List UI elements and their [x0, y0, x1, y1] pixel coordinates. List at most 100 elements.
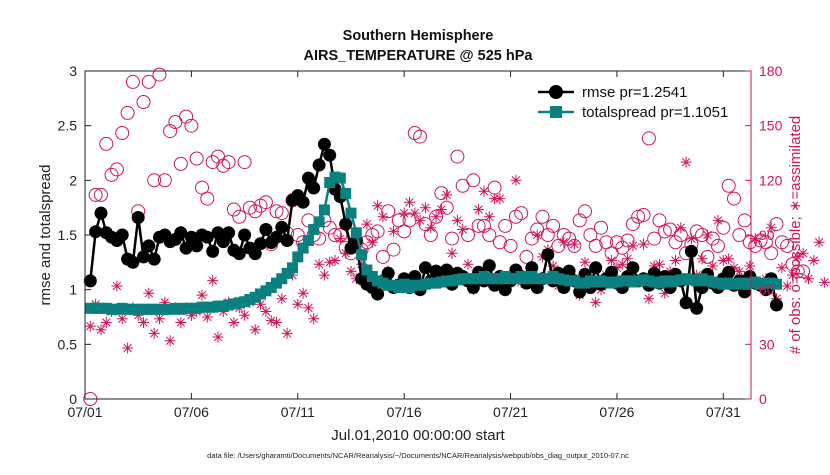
- obs-possible-point: [514, 206, 529, 221]
- obs-possible-point: [381, 204, 396, 219]
- obs-possible-point: [157, 173, 172, 188]
- obs-assimilated-point: [478, 185, 490, 197]
- obs-assimilated-point: [159, 296, 171, 308]
- y-tick-label-right: 150: [759, 118, 783, 134]
- obs-possible-point: [429, 209, 444, 224]
- obs-possible-point: [705, 231, 720, 246]
- obs-assimilated-point: [818, 276, 830, 288]
- obs-possible-point: [328, 228, 342, 242]
- obs-assimilated-point: [547, 260, 559, 272]
- obs-possible-point: [269, 204, 284, 219]
- obs-possible-point: [535, 209, 550, 224]
- obs-assimilated-point: [457, 224, 469, 235]
- rmse-point: [206, 244, 220, 258]
- rmse-point: [270, 230, 283, 244]
- obs-assimilated-point: [271, 317, 282, 328]
- obs-assimilated-point: [744, 260, 756, 272]
- rmse-point: [147, 252, 161, 266]
- legend-totalspread-label: totalspread pr=1.1051: [582, 104, 728, 121]
- obs-assimilated-point: [643, 293, 655, 305]
- obs-possible-point: [764, 246, 779, 261]
- obs-assimilated-point: [95, 324, 107, 336]
- obs-possible-point: [466, 173, 481, 188]
- obs-possible-point: [391, 213, 406, 228]
- chart-title: Southern Hemisphere: [343, 28, 494, 44]
- obs-possible-point: [769, 217, 784, 232]
- obs-possible-point: [88, 187, 103, 202]
- obs-assimilated-point: [212, 331, 224, 343]
- obs-possible-point: [609, 235, 624, 250]
- obs-possible-point: [700, 249, 715, 264]
- obs-possible-point: [578, 204, 592, 219]
- rmse-point: [626, 261, 640, 275]
- obs-possible-point: [482, 228, 497, 242]
- rmse-point: [770, 298, 783, 312]
- obs-assimilated-point: [765, 222, 777, 234]
- obs-assimilated-point: [781, 280, 793, 292]
- obs-assimilated-point: [388, 225, 399, 237]
- rmse-point: [142, 239, 156, 253]
- obs-possible-point: [615, 240, 630, 255]
- obs-assimilated-point: [808, 255, 820, 266]
- obs-assimilated-point: [143, 287, 155, 299]
- obs-assimilated-point: [441, 189, 453, 201]
- rmse-point: [254, 237, 267, 251]
- obs-possible-point: [594, 220, 608, 235]
- legend-box: [530, 77, 745, 125]
- x-tick-label: 07/31: [706, 404, 741, 420]
- obs-assimilated-point: [138, 317, 149, 328]
- obs-assimilated-point: [803, 273, 814, 285]
- rmse-point: [418, 261, 432, 275]
- obs-possible-point: [721, 178, 736, 193]
- obs-possible-point: [737, 213, 752, 228]
- obs-possible-point: [519, 249, 534, 264]
- obs-assimilated-point: [696, 253, 708, 265]
- x-tick-label: 07/21: [493, 404, 528, 420]
- obs-possible-point: [477, 218, 491, 233]
- rmse-point: [573, 285, 587, 299]
- obs-assimilated-point: [787, 269, 798, 281]
- obs-possible-point: [668, 235, 683, 250]
- rmse-point: [174, 226, 188, 240]
- x-axis-label: Jul.01,2010 00:00:00 start: [331, 427, 505, 444]
- obs-possible-point: [716, 220, 731, 235]
- rmse-point: [605, 265, 619, 279]
- rmse-point: [301, 171, 315, 185]
- obs-assimilated-point: [419, 202, 431, 214]
- obs-possible-point: [620, 233, 635, 248]
- totalspread-point: [361, 264, 373, 276]
- obs-assimilated-point: [281, 327, 293, 339]
- obs-assimilated-point: [366, 236, 378, 248]
- obs-possible-point: [221, 155, 236, 170]
- rmse-point: [317, 137, 331, 151]
- obs-assimilated-point: [606, 255, 618, 266]
- obs-possible-point: [248, 204, 263, 219]
- obs-assimilated-point: [430, 211, 442, 223]
- obs-possible-point: [636, 208, 651, 222]
- rmse-point: [115, 228, 129, 242]
- obs-assimilated-point: [451, 214, 463, 226]
- obs-assimilated-point: [675, 222, 687, 234]
- y-tick-label-right: 120: [759, 172, 783, 188]
- x-tick-label: 07/16: [387, 404, 422, 420]
- obs-assimilated-point: [590, 296, 602, 308]
- obs-possible-point: [189, 151, 204, 166]
- obs-assimilated-point: [659, 287, 671, 299]
- obs-possible-point: [141, 74, 156, 89]
- obs-possible-point: [386, 242, 401, 257]
- obs-assimilated-point: [435, 204, 447, 215]
- obs-possible-point: [562, 231, 577, 246]
- obs-assimilated-point: [733, 265, 745, 277]
- obs-assimilated-point: [409, 207, 421, 219]
- obs-assimilated-point: [372, 200, 384, 212]
- x-tick-label: 07/01: [67, 404, 102, 420]
- obs-possible-point: [104, 167, 119, 182]
- obs-possible-point: [546, 218, 561, 233]
- obs-possible-point: [163, 124, 178, 139]
- rmse-point: [440, 263, 454, 277]
- obs-assimilated-point: [164, 335, 176, 347]
- obs-possible-point: [115, 126, 130, 140]
- rmse-point: [323, 148, 337, 162]
